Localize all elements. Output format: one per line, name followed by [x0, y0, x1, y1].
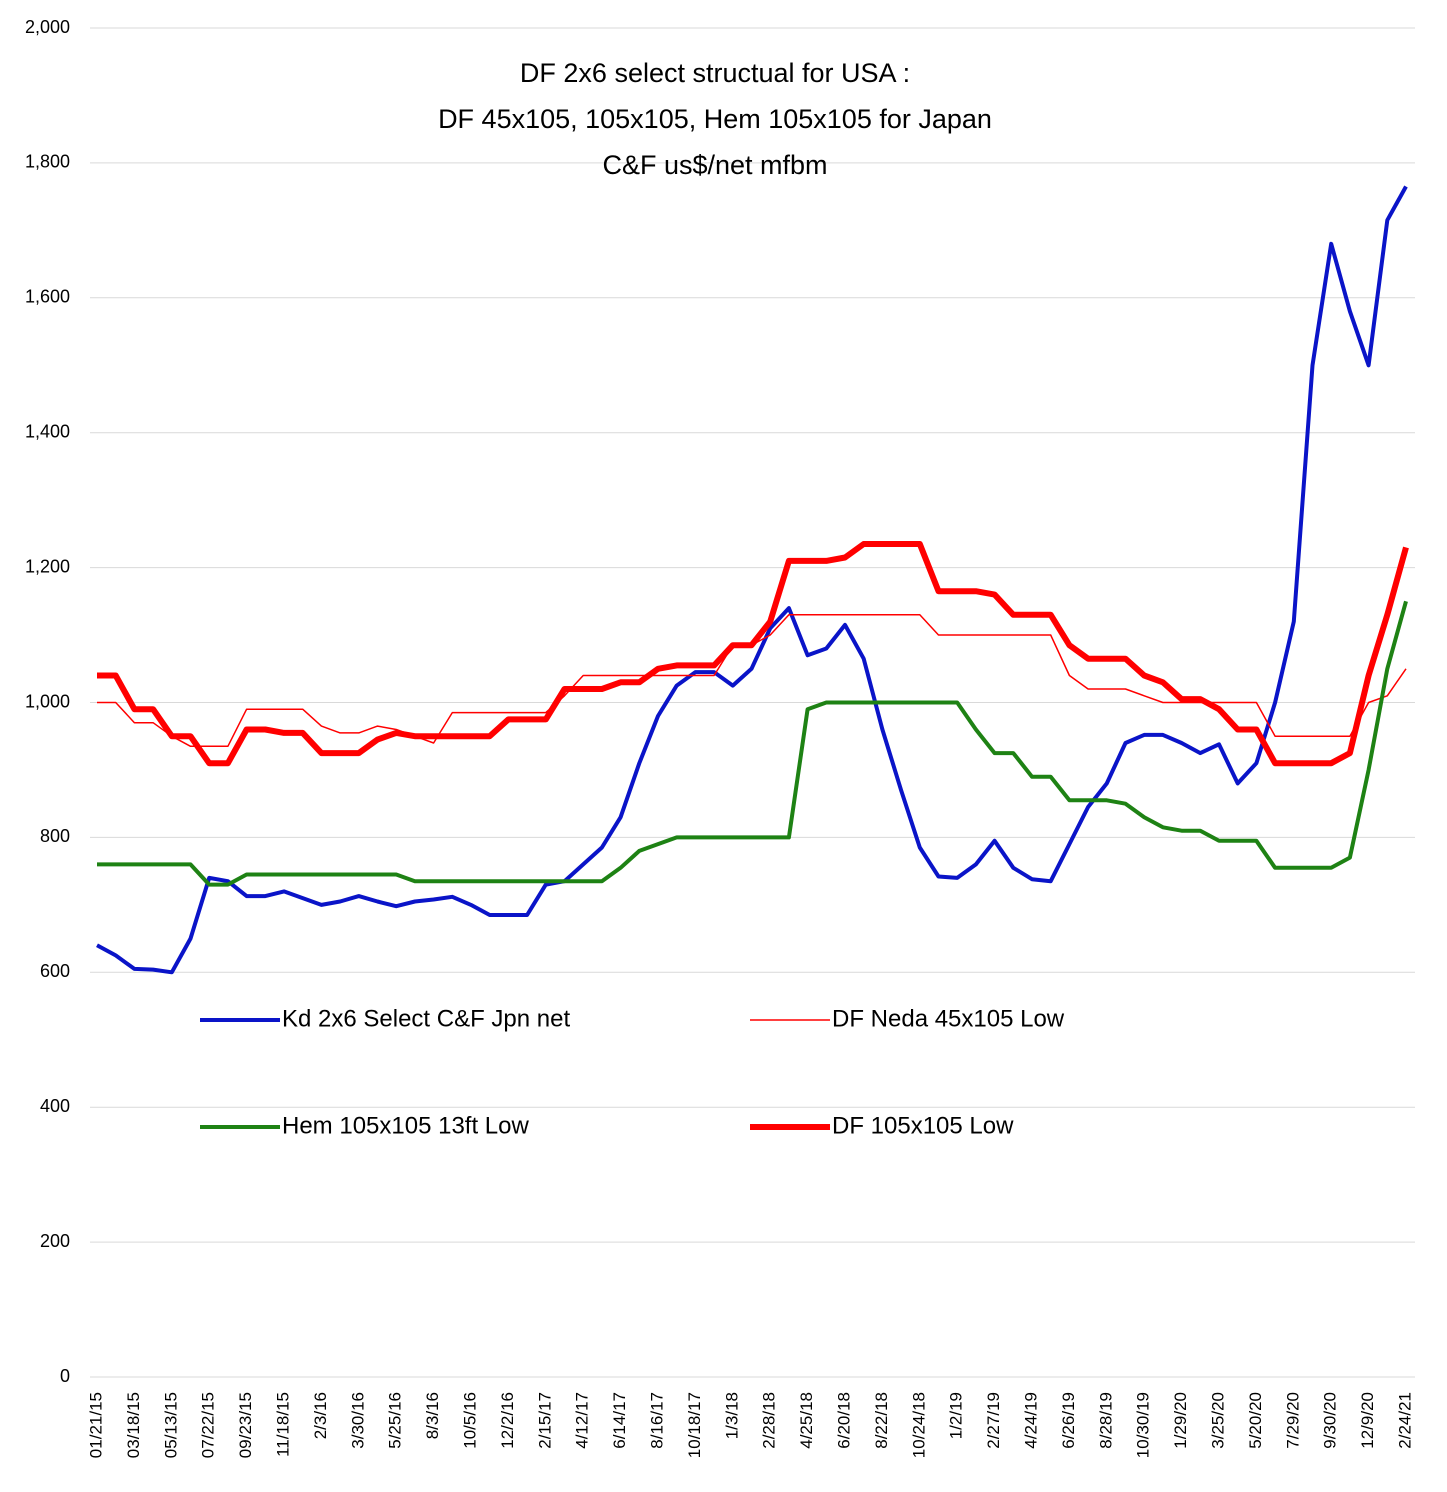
legend-label: DF 105x105 Low [832, 1112, 1014, 1139]
x-tick-label: 2/3/16 [311, 1392, 330, 1439]
x-tick-label: 5/20/20 [1246, 1392, 1265, 1449]
x-tick-label: 8/3/16 [423, 1392, 442, 1439]
x-tick-label: 09/23/15 [236, 1392, 255, 1458]
series-line [97, 600, 1408, 887]
y-tick-label: 1,600 [25, 287, 70, 307]
y-tick-label: 800 [40, 826, 70, 846]
x-tick-label: 03/18/15 [124, 1392, 143, 1458]
x-tick-label: 9/30/20 [1321, 1392, 1340, 1449]
y-tick-label: 1,800 [25, 152, 70, 172]
series-line [96, 185, 1408, 975]
x-tick-label: 07/22/15 [199, 1392, 218, 1458]
x-tick-label: 5/25/16 [386, 1392, 405, 1449]
x-tick-label: 4/25/18 [797, 1392, 816, 1449]
x-tick-label: 12/2/16 [498, 1392, 517, 1449]
x-tick-label: 10/24/18 [909, 1392, 928, 1458]
x-tick-label: 6/26/19 [1059, 1392, 1078, 1449]
x-tick-label: 8/22/18 [872, 1392, 891, 1449]
x-tick-label: 10/5/16 [460, 1392, 479, 1449]
legend-label: Kd 2x6 Select C&F Jpn net [282, 1005, 570, 1032]
x-tick-label: 12/9/20 [1358, 1392, 1377, 1449]
x-tick-label: 2/24/21 [1395, 1392, 1414, 1449]
x-tick-label: 1/3/18 [722, 1392, 741, 1439]
x-tick-label: 2/15/17 [535, 1392, 554, 1449]
x-tick-label: 3/30/16 [348, 1392, 367, 1449]
x-tick-label: 4/12/17 [573, 1392, 592, 1449]
x-tick-label: 6/20/18 [834, 1392, 853, 1449]
series-line [97, 541, 1409, 767]
y-tick-label: 400 [40, 1096, 70, 1116]
x-tick-label: 01/21/15 [86, 1392, 105, 1458]
x-tick-label: 8/28/19 [1096, 1392, 1115, 1449]
y-tick-label: 2,000 [25, 17, 70, 37]
y-tick-label: 0 [60, 1366, 70, 1386]
x-tick-label: 3/25/20 [1208, 1392, 1227, 1449]
chart-title: DF 45x105, 105x105, Hem 105x105 for Japa… [438, 104, 992, 134]
y-tick-label: 1,200 [25, 556, 70, 576]
x-tick-label: 1/29/20 [1171, 1392, 1190, 1449]
x-tick-label: 05/13/15 [161, 1392, 180, 1458]
x-tick-label: 10/18/17 [685, 1392, 704, 1458]
x-tick-label: 6/14/17 [610, 1392, 629, 1449]
y-tick-label: 600 [40, 961, 70, 981]
x-tick-label: 10/30/19 [1134, 1392, 1153, 1458]
y-tick-label: 1,000 [25, 691, 70, 711]
x-tick-label: 4/24/19 [1021, 1392, 1040, 1449]
chart-title: DF 2x6 select structual for USA : [520, 58, 910, 88]
chart-title: C&F us$/net mfbm [602, 150, 827, 180]
x-tick-label: 2/27/19 [984, 1392, 1003, 1449]
series-line [97, 614, 1407, 748]
y-tick-label: 200 [40, 1231, 70, 1251]
x-tick-label: 7/29/20 [1283, 1392, 1302, 1449]
x-tick-label: 8/16/17 [647, 1392, 666, 1449]
y-tick-label: 1,400 [25, 421, 70, 441]
x-tick-label: 1/2/19 [947, 1392, 966, 1439]
x-tick-label: 2/28/18 [760, 1392, 779, 1449]
legend-label: DF Neda 45x105 Low [832, 1005, 1065, 1032]
legend-label: Hem 105x105 13ft Low [282, 1112, 529, 1139]
x-tick-label: 11/18/15 [273, 1392, 292, 1457]
